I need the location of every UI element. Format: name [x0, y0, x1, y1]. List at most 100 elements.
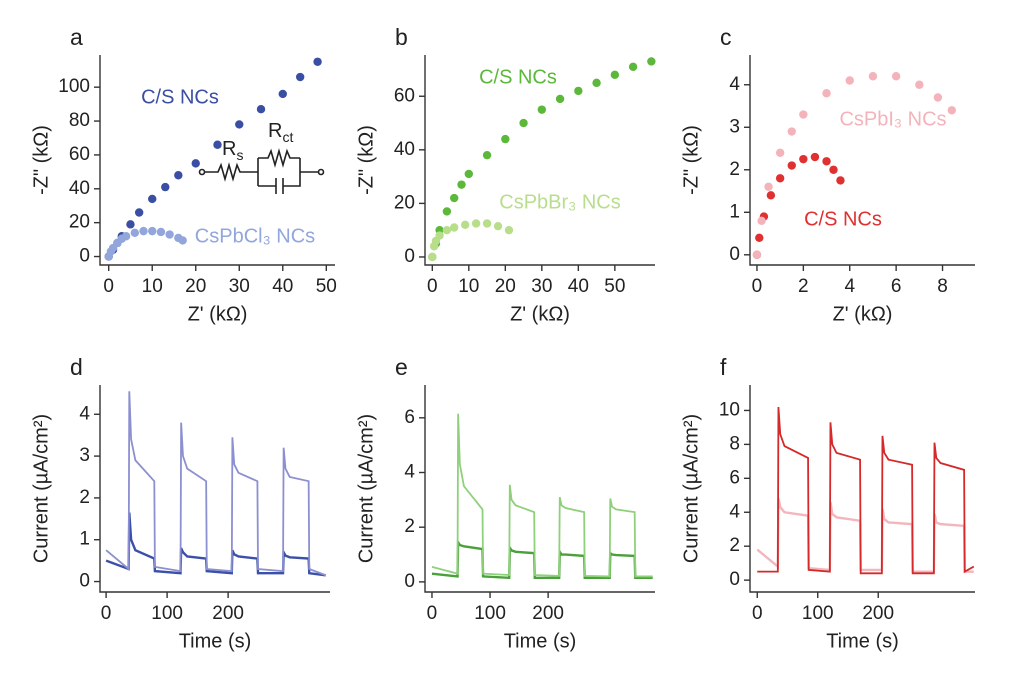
- point: [313, 57, 322, 66]
- point: [442, 225, 452, 235]
- point: [442, 207, 452, 216]
- series-line: [756, 498, 974, 573]
- panel-letter: d: [70, 354, 83, 380]
- x-axis-title: Time (s): [504, 630, 577, 652]
- terminal: [198, 168, 206, 176]
- y-tick-label: 100: [58, 76, 90, 97]
- point: [822, 89, 831, 98]
- panel-letter: b: [395, 24, 408, 50]
- y-tick-label: 20: [394, 192, 415, 213]
- point: [174, 171, 183, 180]
- x-tick-label: 30: [531, 276, 552, 297]
- point: [501, 134, 510, 144]
- series-line: [431, 413, 653, 578]
- point: [799, 110, 808, 119]
- x-tick-label: 10: [458, 276, 479, 297]
- inset-label: Rct: [268, 120, 293, 144]
- y-tick-label: 40: [69, 178, 90, 199]
- point: [947, 106, 957, 115]
- point: [482, 219, 492, 228]
- point: [504, 225, 514, 235]
- point: [810, 152, 820, 162]
- y-tick-label: 0: [404, 246, 415, 267]
- point: [156, 227, 166, 237]
- y-axis-title: -Z" (kΩ): [680, 125, 702, 195]
- y-tick-label: 6: [729, 467, 740, 488]
- point: [915, 80, 924, 89]
- x-tick-label: 0: [427, 603, 438, 624]
- x-tick-label: 200: [862, 603, 894, 624]
- x-axis-title: Time (s): [826, 630, 899, 652]
- inset-label: Rs: [222, 138, 243, 162]
- x-tick-label: 200: [212, 603, 244, 624]
- circuit-inset: Rs Rct: [198, 120, 325, 194]
- y-tick-label: 20: [69, 212, 90, 233]
- y-tick-label: 0: [729, 569, 740, 590]
- y-tick-label: 1: [79, 529, 90, 550]
- x-axis-title: Time (s): [179, 630, 252, 652]
- y-tick-label: 4: [79, 403, 90, 424]
- y-tick-label: 0: [79, 246, 90, 267]
- y-tick-label: 40: [394, 139, 415, 160]
- point: [799, 154, 808, 164]
- axis-line: [99, 55, 335, 266]
- y-tick-label: 10: [719, 399, 740, 420]
- point: [752, 250, 762, 259]
- terminal: [317, 168, 325, 176]
- point: [822, 157, 831, 166]
- x-tick-label: 50: [604, 276, 625, 297]
- point: [178, 236, 187, 245]
- point: [764, 182, 773, 191]
- resistor: [258, 148, 300, 168]
- panel: 0 100 200 0 2 4 6 Time (s) Current (µA/cm²) e: [355, 354, 655, 652]
- x-axis-title: Z' (kΩ): [188, 303, 248, 325]
- y-axis-title: Current (µA/cm²): [355, 414, 377, 563]
- point: [295, 72, 305, 82]
- axis-line: [749, 55, 975, 266]
- point: [460, 220, 470, 230]
- x-tick-label: 0: [752, 276, 763, 297]
- point: [766, 191, 776, 200]
- point: [891, 72, 901, 81]
- label-sub: ct: [282, 129, 293, 145]
- series-label: CsPbBr₃ NCs: [499, 191, 621, 213]
- y-axis-title: Current (µA/cm²): [30, 414, 52, 563]
- panel: 0 100 200 0 1 2 3 4 Time (s) Current (µA/cm²) d: [30, 354, 330, 652]
- y-tick-label: 3: [79, 445, 90, 466]
- point: [775, 174, 785, 183]
- point: [450, 193, 459, 203]
- point: [537, 105, 547, 114]
- y-axis-title: -Z" (kΩ): [355, 125, 377, 195]
- point: [787, 127, 796, 136]
- panel-letter: f: [720, 354, 727, 380]
- y-axis-title: -Z" (kΩ): [30, 125, 52, 195]
- y-tick-label: 4: [404, 462, 415, 483]
- panel-letter: a: [70, 24, 83, 50]
- point: [829, 165, 838, 174]
- point: [130, 228, 140, 238]
- point: [278, 89, 287, 99]
- panel: 0 10 20 30 40 50 0 20 40 60 80 100 Z' (kΩ) -Z" (kΩ) a C…: [30, 24, 337, 325]
- point: [148, 226, 157, 236]
- x-tick-label: 10: [142, 276, 163, 297]
- axis-line: [424, 385, 655, 593]
- point: [574, 86, 583, 96]
- point: [482, 150, 492, 160]
- panel: 0 100 200 0 2 4 6 8 10 Time (s) Current (µA/cm²) f: [680, 354, 975, 652]
- series-line: [105, 512, 326, 577]
- point: [647, 57, 656, 66]
- axis-line: [99, 385, 330, 593]
- point: [450, 223, 459, 232]
- point: [610, 70, 620, 80]
- x-tick-label: 100: [474, 603, 506, 624]
- y-tick-label: 60: [69, 144, 90, 165]
- x-tick-label: 30: [229, 276, 250, 297]
- panel: 0 2 4 6 8 0 1 2 3 4 Z' (kΩ) -Z" (kΩ) c C/S NCs CsPbI₃ …: [680, 24, 975, 325]
- series-label: C/S NCs: [141, 86, 219, 108]
- x-tick-label: 0: [101, 603, 112, 624]
- x-axis-title: Z' (kΩ): [833, 303, 893, 325]
- point: [126, 220, 135, 229]
- point: [836, 176, 845, 185]
- y-tick-label: 0: [404, 571, 415, 592]
- point: [235, 120, 244, 129]
